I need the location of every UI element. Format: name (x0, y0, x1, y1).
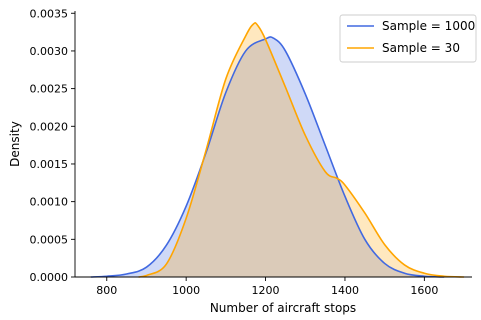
x-tick-label: 1600 (410, 284, 438, 297)
y-axis-label: Density (8, 121, 22, 167)
y-tick-label: 0.0000 (30, 271, 69, 284)
density-line-sample-30 (138, 22, 465, 278)
y-tick-label: 0.0035 (30, 7, 69, 20)
legend: Sample = 1000 Sample = 30 (339, 14, 477, 63)
x-tick-label: 1000 (172, 284, 200, 297)
legend-label-sample-1000: Sample = 1000 (382, 19, 475, 33)
x-tick-label: 1200 (252, 284, 280, 297)
x-tick-label: 1400 (331, 284, 359, 297)
density-fill-sample-1000 (90, 36, 445, 278)
axes (74, 11, 472, 278)
density-fills (90, 22, 465, 278)
x-axis-label: Number of aircraft stops (210, 301, 356, 315)
density-fill-sample-30 (138, 22, 465, 277)
y-ticks: 0.0000 0.0005 0.0010 0.0015 0.0020 0.0025 0.00… (30, 7, 75, 284)
density-lines (90, 22, 465, 278)
legend-label-sample-30: Sample = 30 (382, 41, 460, 55)
x-ticks: 800 1000 1200 1400 1600 (96, 277, 438, 297)
y-tick-label: 0.0005 (30, 233, 69, 246)
y-tick-label: 0.0025 (30, 83, 69, 96)
y-tick-label: 0.0010 (30, 196, 69, 209)
density-line-sample-1000 (90, 36, 445, 278)
y-tick-label: 0.0030 (30, 45, 69, 58)
y-tick-label: 0.0020 (30, 120, 69, 133)
y-tick-label: 0.0015 (30, 158, 69, 171)
x-tick-label: 800 (96, 284, 117, 297)
